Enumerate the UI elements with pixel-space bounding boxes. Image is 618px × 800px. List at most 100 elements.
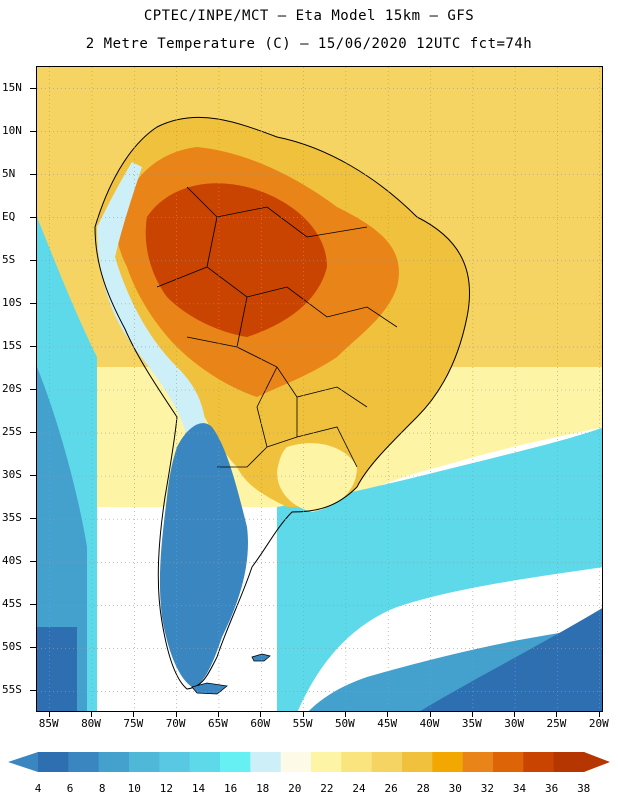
lon-tick	[175, 712, 177, 717]
lon-tick	[133, 712, 135, 717]
lat-label: 55S	[2, 683, 22, 697]
colorbar-cell	[402, 752, 433, 772]
colorbar-cell	[98, 752, 130, 772]
land-hot-region	[145, 183, 327, 337]
colorbar-tick-label: 26	[384, 782, 398, 795]
lon-tick	[302, 712, 304, 717]
lon-label: 70W	[165, 717, 186, 730]
colorbar-tick-label: 24	[352, 782, 366, 795]
ocean-coldest-band	[37, 608, 602, 711]
tierra-del-fuego	[191, 682, 228, 695]
colorbar-tick-label: 28	[416, 782, 430, 795]
lat-label: 30S	[2, 468, 22, 482]
lat-tick	[30, 690, 36, 692]
colorbar-cell	[311, 752, 342, 772]
lat-label: 25S	[2, 425, 22, 439]
lon-label: 60W	[250, 717, 271, 730]
colorbar-cell	[523, 752, 555, 772]
colorbar-tick-label: 8	[98, 782, 106, 795]
coastline	[94, 116, 471, 690]
lon-tick	[344, 712, 346, 717]
lat-label: EQ	[2, 209, 16, 223]
lat-label: 10S	[2, 295, 22, 309]
map-title-line1: CPTEC/INPE/MCT – Eta Model 15km – GFS	[143, 8, 475, 24]
lat-tick	[30, 432, 36, 434]
colorbar-cell	[462, 752, 494, 772]
ocean-cool-band	[37, 217, 602, 711]
colorbar-tick-label: 6	[66, 782, 74, 795]
lat-label: 5N	[2, 166, 16, 180]
colorbar-cell	[68, 752, 100, 772]
lon-tick	[429, 712, 431, 717]
country-borders	[156, 186, 398, 468]
lat-tick	[30, 302, 36, 304]
colorbar-tick-label: 32	[480, 782, 495, 795]
lat-tick	[30, 173, 36, 175]
lon-label: 50W	[334, 717, 355, 730]
lon-tick	[48, 712, 50, 717]
lat-label: 35S	[2, 511, 22, 525]
falkland-islands	[251, 653, 271, 662]
lat-tick	[30, 130, 36, 132]
lon-label: 35W	[461, 717, 482, 730]
colorbar-tick-label: 4	[34, 782, 42, 795]
lat-label: 20S	[2, 382, 22, 395]
lon-tick	[598, 712, 600, 717]
colorbar-cell	[220, 752, 251, 772]
lon-label: 40W	[419, 717, 440, 730]
south-brazil-mild-region	[277, 443, 357, 512]
colorbar-tick-label: 10	[127, 782, 141, 795]
andes-cool-strip	[97, 162, 207, 547]
lat-tick	[30, 259, 36, 261]
lon-label: 20W	[588, 717, 609, 730]
lon-label: 55W	[292, 717, 313, 730]
colorbar-tick-label: 20	[288, 782, 302, 795]
colorbar-cell	[189, 752, 221, 772]
lat-label: 50S	[2, 640, 22, 654]
lat-label: 40S	[2, 554, 22, 568]
colorbar-tick-label: 16	[223, 782, 238, 795]
lat-tick	[30, 518, 36, 520]
map-panel	[36, 66, 603, 712]
lat-label: 15S	[2, 338, 22, 352]
lon-label: 85W	[38, 717, 59, 730]
lon-label: 45W	[377, 717, 398, 730]
colorbar-tick-label: 34	[512, 782, 527, 795]
lon-label: 25W	[546, 717, 567, 730]
lat-label: 45S	[2, 597, 22, 611]
lon-tick	[91, 712, 92, 717]
colorbar-upper-arrow	[584, 752, 610, 772]
lat-tick	[30, 87, 36, 89]
colorbar-cell	[38, 752, 69, 772]
patagonia-cold-region	[159, 423, 248, 687]
lon-label: 65W	[208, 717, 228, 730]
colorbar-cell	[553, 752, 585, 772]
colorbar-cell	[341, 752, 373, 772]
lat-label: 10N	[2, 123, 22, 137]
lat-tick	[30, 389, 36, 390]
colorbar-cell	[250, 752, 282, 772]
lat-label: 15N	[2, 80, 22, 94]
lon-label: 80W	[81, 717, 101, 730]
lat-label: 5S	[2, 252, 16, 266]
colorbar-tick-label: 12	[159, 782, 174, 795]
lon-label: 30W	[504, 717, 525, 730]
lat-tick	[30, 345, 36, 347]
colorbar-cell	[280, 752, 312, 772]
lon-tick	[217, 712, 219, 717]
colorbar-lower-arrow	[8, 752, 38, 772]
colorbar-tick-label: 30	[448, 782, 462, 795]
lat-tick	[30, 647, 36, 649]
colorbar-tick-label: 36	[544, 782, 559, 795]
temperature-colorbar	[8, 752, 610, 772]
lon-tick	[514, 712, 516, 717]
colorbar-tick-label: 18	[256, 782, 270, 795]
lon-tick	[260, 712, 262, 717]
lon-label: 75W	[123, 717, 144, 730]
lat-tick	[30, 561, 36, 563]
lon-tick	[387, 712, 389, 717]
lat-lon-grid	[37, 67, 602, 711]
lon-tick	[471, 712, 473, 717]
temperature-map	[37, 67, 602, 711]
lat-tick	[30, 216, 36, 218]
